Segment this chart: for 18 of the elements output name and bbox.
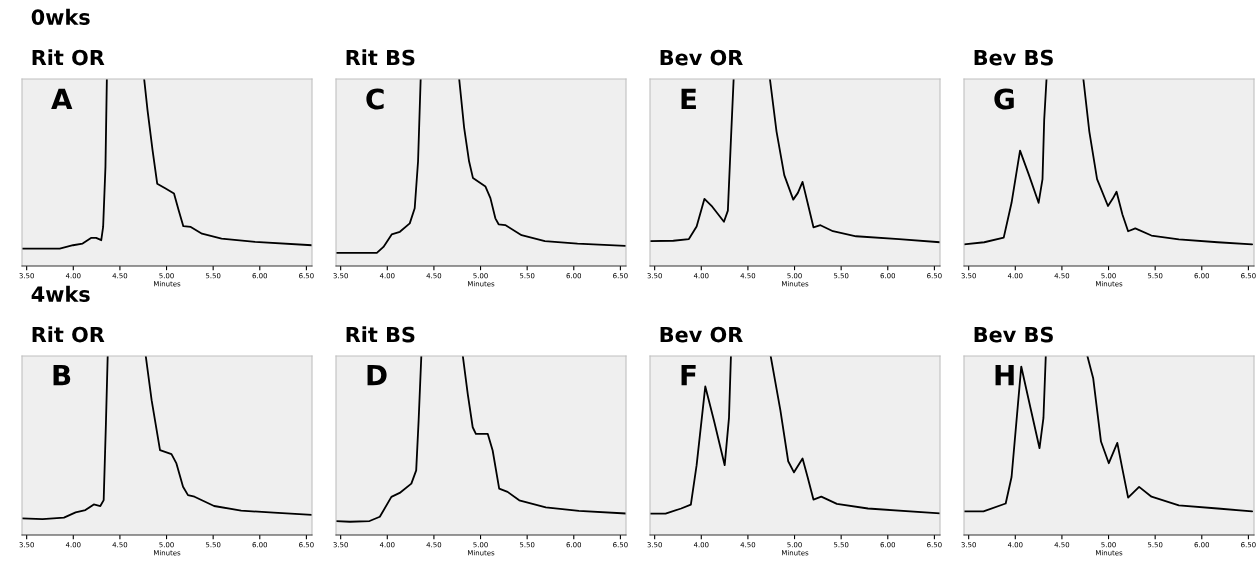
text: 4wks xyxy=(31,285,90,302)
chart-title: Rit BS xyxy=(346,326,415,343)
annotation: C xyxy=(366,88,384,110)
annotation: G xyxy=(994,88,1014,110)
annotation: F xyxy=(681,364,696,386)
chart-title: Rit OR xyxy=(32,326,105,343)
chart-title: Bev BS xyxy=(974,49,1053,66)
chart-title: Bev OR xyxy=(660,49,743,66)
chart-title: Rit OR xyxy=(32,49,105,66)
chart-title: Rit BS xyxy=(346,49,415,66)
annotation: B xyxy=(53,364,71,386)
annotation: E xyxy=(681,88,696,110)
text: 0wks xyxy=(31,8,90,25)
annotation: D xyxy=(367,364,387,386)
annotation: H xyxy=(995,364,1014,386)
chart-title: Bev BS xyxy=(974,326,1053,343)
chart-title: Bev OR xyxy=(660,326,743,343)
annotation: A xyxy=(51,88,73,110)
